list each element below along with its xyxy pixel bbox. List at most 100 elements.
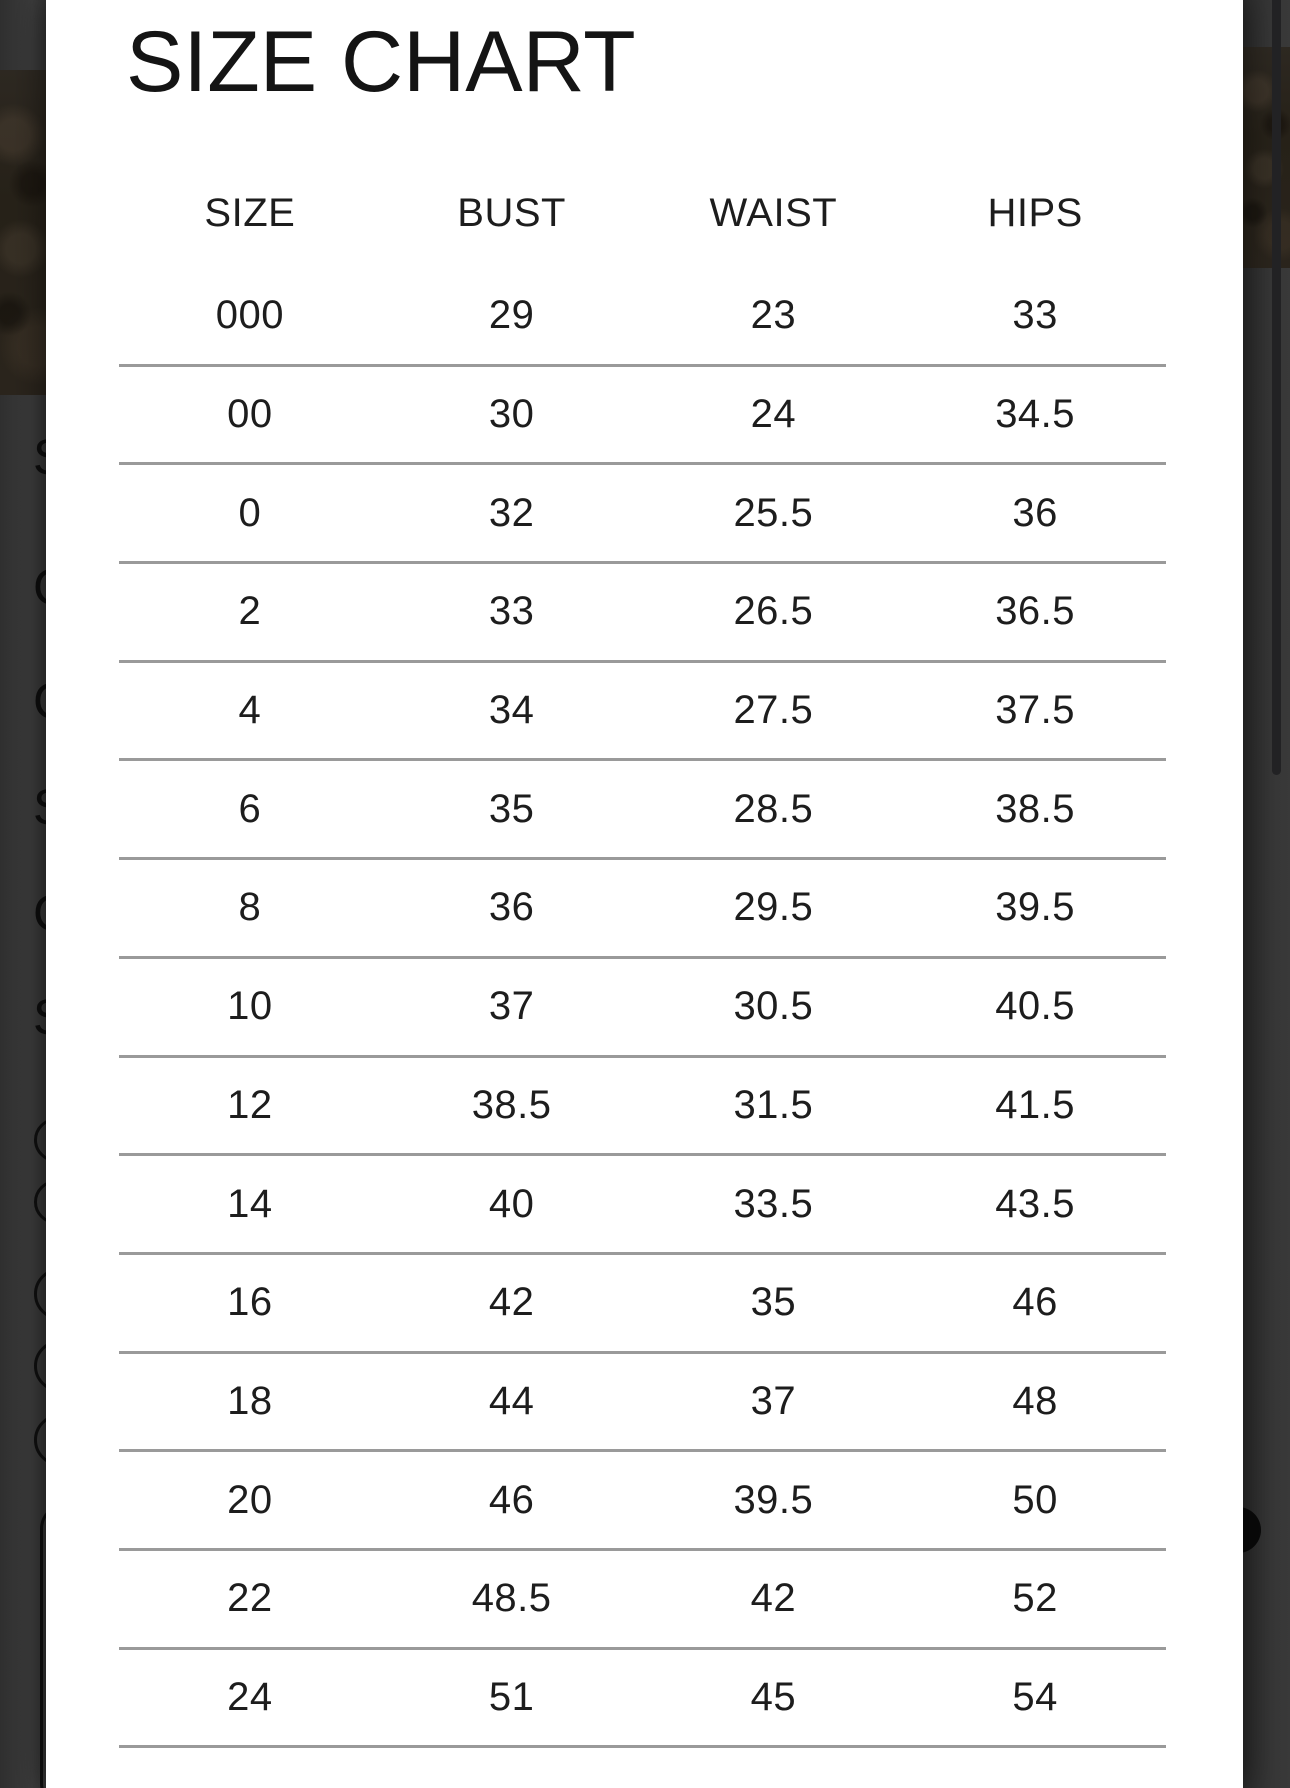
size-row-6: 6 35 28.5 38.5 [119, 761, 1166, 861]
size-row-20: 20 46 39.5 50 [119, 1452, 1166, 1551]
background-glyph-fragment: C [33, 562, 46, 612]
size-row-16: 16 42 35 46 [119, 1255, 1166, 1354]
cell-size: 24 [227, 1674, 273, 1719]
cell-waist: 28.5 [733, 786, 814, 831]
cell-size: 2 [238, 589, 262, 634]
background-glyph-fragment: S [33, 782, 46, 832]
background-glyph-fragment: S [33, 432, 46, 482]
cell-waist: 31.5 [733, 1082, 814, 1127]
size-table-body: 000 29 23 33 00 30 24 34.5 0 32 25.5 36 2 33 26.5 36.5 4… [119, 268, 1166, 1749]
background-circle-fragment [1243, 1507, 1261, 1553]
cell-hips: 52 [1012, 1576, 1058, 1621]
background-ring-fragment [34, 1340, 46, 1392]
background-ring-fragment [34, 1414, 46, 1466]
background-product-photo-right [1243, 47, 1290, 268]
cell-waist: 45 [750, 1674, 797, 1719]
cell-bust: 40 [488, 1181, 535, 1226]
cell-size: 14 [227, 1181, 273, 1226]
cell-waist: 26.5 [733, 589, 814, 634]
background-glyph-fragment: C [33, 888, 46, 938]
cell-bust: 42 [488, 1280, 535, 1325]
cell-size: 0 [238, 490, 262, 535]
cell-hips: 34.5 [995, 392, 1076, 437]
cell-waist: 23 [750, 293, 797, 338]
cell-waist: 25.5 [733, 490, 814, 535]
background-glyph-fragment: S [33, 992, 46, 1042]
cell-hips: 37.5 [995, 688, 1076, 733]
cell-hips: 39.5 [995, 885, 1076, 930]
cell-size: 16 [227, 1280, 273, 1325]
cell-bust: 37 [488, 984, 535, 1029]
size-row-4: 4 34 27.5 37.5 [119, 663, 1166, 762]
cell-size: 12 [227, 1082, 273, 1127]
cell-bust: 48.5 [471, 1576, 552, 1621]
background-ring-fragment [34, 1268, 46, 1320]
cell-size: 10 [227, 984, 273, 1029]
cell-waist: 33.5 [733, 1181, 814, 1226]
column-header-hips: HIPS [987, 190, 1083, 235]
cell-waist: 42 [750, 1576, 797, 1621]
cell-hips: 36 [1012, 490, 1058, 535]
dimmed-page-right-strip [1243, 0, 1290, 1788]
cell-size: 20 [227, 1477, 273, 1522]
cell-bust: 32 [488, 490, 535, 535]
dimmed-page-left-strip: S C C S C S [0, 0, 46, 1788]
size-row-24: 24 51 45 54 [119, 1650, 1166, 1749]
cell-hips: 50 [1012, 1477, 1058, 1522]
cell-waist: 39.5 [733, 1477, 814, 1522]
size-row-2: 2 33 26.5 36.5 [119, 564, 1166, 663]
background-ring-fragment [34, 1180, 46, 1224]
cell-hips: 40.5 [995, 984, 1076, 1029]
cell-waist: 27.5 [733, 688, 814, 733]
cell-hips: 43.5 [995, 1181, 1076, 1226]
size-row-000: 000 29 23 33 [119, 268, 1166, 367]
size-row-10: 10 37 30.5 40.5 [119, 959, 1166, 1058]
column-header-bust: BUST [457, 190, 566, 235]
cell-hips: 41.5 [995, 1082, 1076, 1127]
cell-size: 6 [238, 786, 262, 831]
cell-hips: 48 [1012, 1378, 1058, 1423]
cell-size: 4 [238, 688, 262, 733]
cell-bust: 46 [488, 1477, 535, 1522]
cell-bust: 34 [488, 688, 535, 733]
cell-hips: 46 [1012, 1280, 1058, 1325]
cell-size: 22 [227, 1576, 273, 1621]
background-glyph-fragment: C [33, 676, 46, 726]
size-chart-dialog: SIZE CHART SIZE BUST WAIST HIPS 000 29 23 33 00… [46, 0, 1243, 1788]
size-chart-title: SIZE CHART [126, 14, 636, 110]
cell-size: 00 [227, 392, 273, 437]
cell-bust: 36 [488, 885, 535, 930]
cell-bust: 51 [488, 1674, 535, 1719]
cell-hips: 54 [1012, 1674, 1058, 1719]
cell-bust: 29 [488, 293, 535, 338]
cell-hips: 36.5 [995, 589, 1076, 634]
cell-bust: 30 [488, 392, 535, 437]
cell-size: 8 [238, 885, 262, 930]
background-product-photo-left [0, 70, 46, 395]
size-row-14: 14 40 33.5 43.5 [119, 1156, 1166, 1255]
cell-bust: 35 [488, 786, 535, 831]
size-table-header-row: SIZE BUST WAIST HIPS [119, 185, 1166, 241]
cell-hips: 33 [1012, 293, 1058, 338]
column-header-waist: WAIST [709, 190, 838, 235]
size-row-0: 0 32 25.5 36 [119, 465, 1166, 565]
cell-waist: 30.5 [733, 984, 814, 1029]
cell-hips: 38.5 [995, 786, 1076, 831]
cell-size: 18 [227, 1378, 273, 1423]
cell-waist: 35 [750, 1280, 797, 1325]
cell-waist: 29.5 [733, 885, 814, 930]
column-header-size: SIZE [204, 190, 296, 235]
cell-bust: 44 [488, 1378, 535, 1423]
cell-size: 000 [215, 293, 284, 338]
cell-waist: 24 [750, 392, 797, 437]
background-ring-fragment [34, 1118, 46, 1162]
cell-bust: 38.5 [471, 1082, 552, 1127]
size-row-00: 00 30 24 34.5 [119, 367, 1166, 466]
size-row-12: 12 38.5 31.5 41.5 [119, 1058, 1166, 1157]
page-scrollbar-thumb[interactable] [1272, 0, 1281, 775]
cell-bust: 33 [488, 589, 535, 634]
size-row-22: 22 48.5 42 52 [119, 1551, 1166, 1650]
size-row-8: 8 36 29.5 39.5 [119, 860, 1166, 959]
cell-waist: 37 [750, 1378, 797, 1423]
